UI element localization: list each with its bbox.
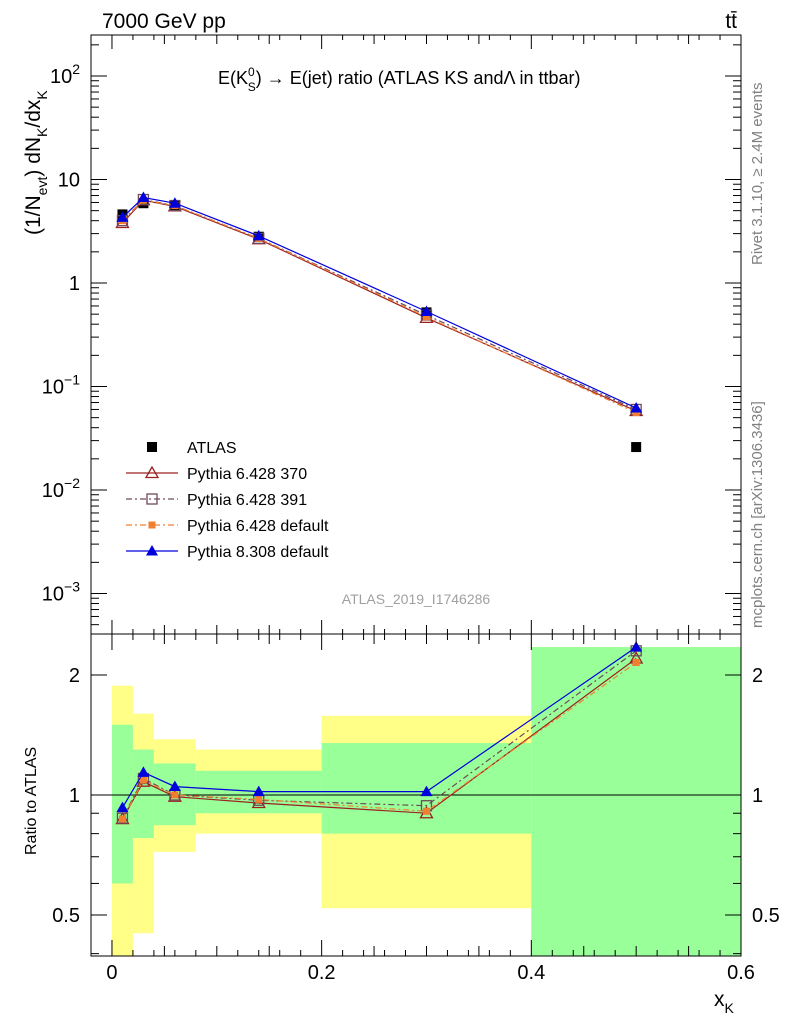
main-series-line	[122, 198, 637, 411]
ylabel-sub-evt: evt	[34, 177, 50, 196]
title-subscript: S	[248, 80, 256, 94]
ratio-data-point	[116, 801, 129, 813]
legend-label: ATLAS	[187, 440, 237, 457]
y-tick-label: 10	[58, 170, 80, 192]
ratio-series-line	[121, 658, 637, 820]
main-series-line	[122, 199, 637, 414]
ratio-panel-series	[115, 641, 644, 825]
main-title: E(K0 S) → E(jet) ratio (ATLAS KS andΛ in …	[218, 65, 581, 94]
ratio-series-line	[121, 646, 637, 808]
legend-label: Pythia 8.308 default	[187, 544, 329, 561]
ratio-data-point	[255, 795, 263, 803]
main-data-point	[422, 313, 430, 321]
ratio-data-point	[168, 780, 181, 792]
y-tick-label: 102	[50, 61, 80, 88]
ylabel-sub-k1: K	[34, 127, 50, 137]
y-tick-label: 10−1	[42, 372, 80, 399]
ratio-data-point	[171, 791, 179, 799]
x-tick-label: 0.2	[308, 962, 336, 984]
legend-marker	[146, 493, 158, 505]
header-process-label: tt̄	[725, 10, 737, 33]
main-data-point	[168, 197, 181, 208]
rivet-version-label: Rivet 3.1.10, ≥ 2.4M events	[749, 83, 766, 266]
main-data-point	[420, 305, 433, 317]
ratio-y-tick-label-left: 1	[69, 785, 80, 807]
legend-label: Pythia 6.428 370	[187, 466, 307, 483]
ratio-panel-frame	[90, 633, 742, 957]
legend-marker	[146, 545, 158, 556]
main-panel-series	[115, 191, 644, 453]
analysis-watermark: ATLAS_2019_I1746286	[342, 591, 491, 607]
legend-marker	[147, 442, 157, 452]
x-tick-label: 0.6	[727, 962, 755, 984]
main-data-point	[137, 191, 150, 203]
xlabel-main: x	[714, 988, 725, 1011]
ratio-data-point	[118, 815, 126, 823]
y-tick-label: 10−2	[42, 475, 80, 502]
main-data-point	[630, 401, 643, 413]
ratio-panel-ticks: 0.5 0.5 1 1 2 2 0 0.2 0.4 0.6	[52, 634, 780, 984]
main-series-line	[122, 199, 637, 412]
ylabel-sub-k2: K	[34, 90, 50, 100]
main-data-point	[252, 229, 265, 241]
main-data-point	[631, 442, 642, 453]
legend-label: Pythia 6.428 default	[187, 518, 329, 535]
ylabel-part-b: ) dN	[22, 137, 45, 177]
ratio-y-tick-label-left: 2	[69, 665, 80, 687]
xlabel-sub: K	[725, 1000, 735, 1016]
ratio-y-tick-label-right: 1	[752, 785, 763, 807]
green-uncertainty-band	[531, 647, 741, 956]
title-superscript: 0	[248, 65, 255, 79]
ratio-data-point	[420, 785, 433, 797]
ylabel-part-a: (1/N	[22, 195, 45, 235]
ratio-data-point	[630, 641, 643, 652]
y-tick-label: 10−3	[42, 579, 80, 606]
main-data-point	[116, 211, 129, 222]
ratio-data-point	[139, 776, 147, 784]
title-prefix: E(K	[218, 68, 248, 88]
ratio-data-point	[632, 658, 640, 666]
x-tick-label: 0.4	[517, 962, 545, 984]
ratio-series-line	[121, 662, 637, 820]
legend-label: Pythia 6.428 391	[187, 492, 307, 509]
legend-marker	[144, 465, 160, 479]
ratio-data-point	[422, 807, 430, 815]
ratio-data-point	[252, 785, 265, 797]
main-panel-ticks: 102 10 1 10−1 10−2 10−3	[42, 35, 742, 634]
header-energy-label: 7000 GeV pp	[102, 10, 226, 33]
title-suffix: ) → E(jet) ratio (ATLAS KS andΛ in ttbar…	[256, 68, 581, 88]
ratio-y-tick-label-left: 0.5	[52, 905, 80, 927]
ylabel-part-c: /dx	[22, 99, 45, 128]
legend-marker	[148, 521, 156, 529]
green-uncertainty-band	[132, 749, 154, 839]
x-tick-label: 0	[106, 962, 117, 984]
ratio-data-point	[116, 812, 129, 824]
y-tick-label: 1	[69, 273, 80, 295]
ratio-y-tick-label-right: 0.5	[752, 905, 780, 927]
main-y-axis-label: (1/Nevt) dNK/dxK	[22, 90, 50, 235]
main-data-point	[632, 409, 640, 417]
mcplots-label: mcplots.cern.ch [arXiv:1306.3436]	[749, 401, 766, 628]
ratio-data-point	[137, 766, 150, 777]
ratio-y-axis-label: Ratio to ATLAS	[23, 747, 40, 855]
ratio-y-tick-label-right: 2	[752, 665, 763, 687]
x-axis-label: xK	[714, 988, 735, 1016]
legend: ATLAS Pythia 6.428 370 Pythia 6.428 391 Pyt…	[126, 440, 329, 561]
